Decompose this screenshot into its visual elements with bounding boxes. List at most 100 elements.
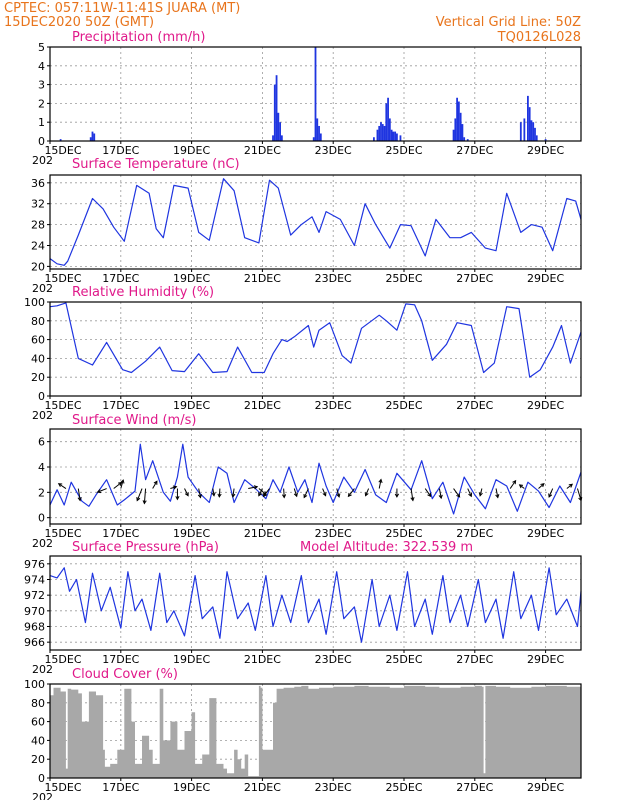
wind-vector (495, 488, 499, 498)
temp-ytick-label: 20 (31, 260, 45, 273)
wind-vector (336, 488, 340, 498)
wind-xtick-label: 29DEC (527, 527, 564, 540)
cloud-ytick-label: 40 (31, 734, 45, 747)
wind-vector-head (364, 492, 369, 497)
wind-vector (232, 488, 235, 498)
wind-vector (136, 488, 143, 501)
wind-vector-head (142, 500, 147, 505)
precip-bar (394, 131, 397, 141)
wind-vector-head (322, 492, 327, 497)
rh-xtick-label: 25DEC (385, 399, 422, 412)
rh-xtick-label: 15DEC (44, 399, 81, 412)
rh-year-label: 202 (32, 409, 53, 422)
wind-vector (77, 488, 81, 501)
wind-vector-head (184, 492, 189, 497)
wind-xtick-label: 27DEC (456, 527, 493, 540)
precip-ytick-label: 0 (38, 135, 45, 148)
rh-xtick-label: 29DEC (527, 399, 564, 412)
temp-ytick-label: 36 (31, 177, 45, 190)
wind-title: Surface Wind (m/s) (72, 413, 196, 428)
precip-bar (457, 101, 460, 141)
wind-ytick-label: 2 (38, 486, 45, 499)
precip-bar (454, 118, 457, 141)
wind-vector (152, 481, 158, 489)
header-model: TQ0126L028 (497, 30, 581, 45)
wind-frame (49, 428, 582, 525)
precip-xtick-label: 27DEC (456, 144, 493, 157)
temp-ytick-label: 32 (31, 198, 45, 211)
cloud-ytick-label: 20 (31, 753, 45, 766)
header-date: 15DEC2020 50Z (GMT) (4, 15, 154, 30)
pressure-altitude-note: Model Altitude: 322.539 m (300, 540, 473, 555)
wind-vector (120, 479, 124, 489)
precip-bar (91, 131, 94, 141)
rh-ytick-label: 0 (38, 390, 45, 403)
wind-vector-head (197, 494, 202, 499)
precip-xtick-label: 19DEC (173, 144, 210, 157)
wind-vector (348, 488, 355, 497)
pressure-ytick-label: 972 (24, 589, 45, 602)
wind-vector (198, 488, 201, 498)
wind-panel: 0 2 4 6 15DEC 17DEC 19DEC 21DEC 23DEC 25DEC 27DEC 2… (32, 428, 583, 550)
pressure-ytick-label: 974 (24, 574, 45, 587)
wind-ytick-label: 4 (38, 461, 45, 474)
rh-ytick-label: 80 (31, 315, 45, 328)
wind-vector (509, 480, 517, 489)
wind-vector-head (540, 483, 545, 488)
wind-vector (184, 488, 189, 496)
wind-vector (143, 488, 147, 504)
wind-vector (263, 488, 270, 497)
temp-title: Surface Temperature (nC) (72, 157, 240, 172)
wind-vector-head (427, 492, 432, 498)
wind-vector-head (336, 493, 341, 498)
wind-vector-head (548, 493, 553, 498)
rh-xtick-label: 23DEC (315, 399, 352, 412)
pressure-ytick-label: 968 (24, 621, 45, 634)
rh-title: Relative Humidity (%) (72, 285, 214, 300)
wind-vector (58, 483, 67, 489)
pressure-title: Surface Pressure (hPa) (72, 540, 219, 555)
precip-bar (544, 139, 547, 141)
temp-xtick-label: 29DEC (527, 272, 564, 285)
rh-xtick-label: 19DEC (173, 399, 210, 412)
wind-vector (453, 488, 460, 498)
cloud-ytick-label: 0 (38, 772, 45, 785)
wind-vector-head (57, 483, 63, 488)
wind-ytick-label: 6 (38, 436, 45, 449)
wind-vector (218, 488, 221, 497)
wind-vector (438, 488, 442, 499)
wind-vector-head (512, 479, 517, 485)
temp-xtick-label: 21DEC (244, 272, 281, 285)
wind-year-label: 202 (32, 537, 53, 550)
temp-xtick-label: 25DEC (385, 272, 422, 285)
wind-vector-head (96, 489, 102, 494)
precip-bar (279, 122, 281, 141)
precip-bar (388, 118, 391, 141)
precip-bar (399, 135, 402, 141)
header-station: CPTEC: 057:11W-11:41S JUARA (MT) (4, 1, 240, 16)
wind-xtick-label: 19DEC (173, 527, 210, 540)
precip-xtick-label: 17DEC (102, 144, 139, 157)
pressure-xtick-label: 21DEC (244, 653, 281, 666)
pressure-ytick-label: 976 (24, 558, 45, 571)
wind-vector (113, 482, 122, 489)
precip-bar (532, 122, 535, 141)
temp-xtick-label: 19DEC (173, 272, 210, 285)
cloud-year-label: 202 (32, 791, 53, 800)
wind-vector-head (136, 497, 141, 502)
precip-bar (93, 133, 96, 141)
precip-xtick-label: 21DEC (244, 144, 281, 157)
precip-bar (318, 125, 320, 141)
wind-vector (467, 488, 472, 497)
rh-ytick-label: 20 (31, 371, 45, 384)
cloud-xtick-label: 15DEC (44, 781, 81, 794)
precip-ytick-label: 5 (38, 41, 45, 54)
wind-vector (248, 486, 258, 490)
precip-bar (273, 84, 276, 141)
precip-bar (319, 133, 322, 141)
precip-bar (272, 135, 274, 141)
cloud-panel: 0 20 40 60 80 100 15DEC 17DEC 19DEC 21DEC 23DEC 25D… (24, 678, 582, 800)
wind-vector-head (172, 485, 178, 490)
